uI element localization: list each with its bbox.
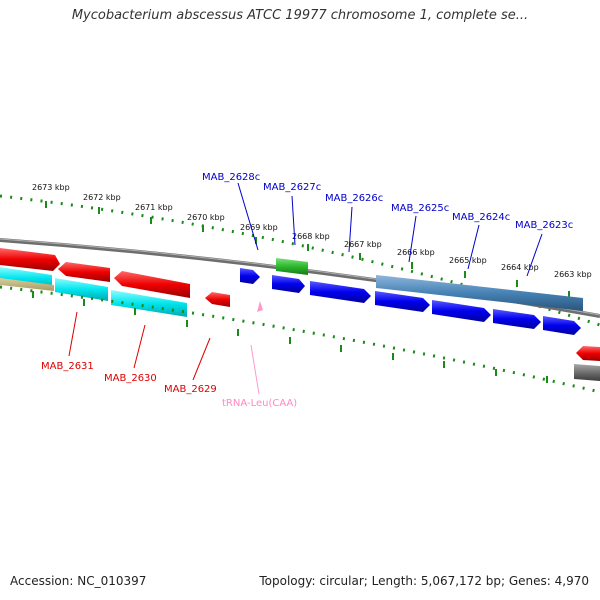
gene-arrow-blue[interactable] xyxy=(432,300,491,322)
label-leader xyxy=(192,337,211,381)
gene-arrow-blue[interactable] xyxy=(310,281,371,303)
accession-text: Accession: NC_010397 xyxy=(10,574,147,588)
gene-arrow-blue[interactable] xyxy=(375,291,430,312)
gene-label-mab-2625c[interactable]: MAB_2625c xyxy=(391,203,449,214)
reverse-labels: MAB_2628c MAB_2627c MAB_2626c MAB_2625c … xyxy=(202,172,573,277)
gene-arrow-red[interactable] xyxy=(114,271,190,298)
scale-label: 2670 kbp xyxy=(187,213,225,222)
trna-marker[interactable] xyxy=(257,301,263,312)
gene-label-mab-2626c[interactable]: MAB_2626c xyxy=(325,193,383,204)
rrna-features xyxy=(0,267,187,317)
label-leader xyxy=(408,215,417,263)
gene-label-mab-2623c[interactable]: MAB_2623c xyxy=(515,220,573,231)
map-title: Mycobacterium abscessus ATCC 19977 chrom… xyxy=(71,8,529,23)
trna-label[interactable]: tRNA-Leu(CAA) xyxy=(222,398,297,409)
scale-label: 2673 kbp xyxy=(32,183,70,192)
gene-label-mab-2627c[interactable]: MAB_2627c xyxy=(263,182,321,193)
rrna-block[interactable] xyxy=(111,290,187,317)
pseudogene-block[interactable] xyxy=(376,275,583,311)
gene-block-green[interactable] xyxy=(276,258,308,275)
scale-label: 2664 kbp xyxy=(501,263,539,272)
inner-scale-ticks xyxy=(0,285,600,394)
label-leader xyxy=(133,324,146,369)
scale-labels: 2673 kbp 2672 kbp 2671 kbp 2670 kbp 2669… xyxy=(32,183,592,279)
gene-label-mab-2631[interactable]: MAB_2631 xyxy=(41,361,94,372)
forward-labels: MAB_2631 MAB_2630 MAB_2629 xyxy=(41,311,217,395)
label-leader xyxy=(68,311,78,357)
topology-text: Topology: circular; Length: 5,067,172 bp… xyxy=(259,574,589,588)
label-leader xyxy=(291,195,296,246)
scale-label: 2667 kbp xyxy=(344,240,382,249)
gene-arrow-blue[interactable] xyxy=(493,309,541,329)
scale-label: 2666 kbp xyxy=(397,248,435,257)
scale-label: 2665 kbp xyxy=(449,256,487,265)
label-leader xyxy=(250,344,260,395)
gene-arrow-red[interactable] xyxy=(205,292,230,307)
reverse-strand-genes xyxy=(240,258,600,381)
gene-label-mab-2629[interactable]: MAB_2629 xyxy=(164,384,217,395)
gene-label-mab-2628c[interactable]: MAB_2628c xyxy=(202,172,260,183)
scale-label: 2663 kbp xyxy=(554,270,592,279)
gene-arrow-red[interactable] xyxy=(0,248,60,271)
forward-strand-genes xyxy=(0,248,600,361)
gene-arrow-blue[interactable] xyxy=(272,275,305,293)
gene-block-gray[interactable] xyxy=(574,364,600,381)
scale-label: 2669 kbp xyxy=(240,223,278,232)
gene-arrow-blue[interactable] xyxy=(543,316,581,335)
gene-arrow-red[interactable] xyxy=(576,346,600,361)
label-leader xyxy=(467,224,480,270)
gene-arrow-blue[interactable] xyxy=(240,268,260,284)
gene-label-mab-2624c[interactable]: MAB_2624c xyxy=(452,212,510,223)
scale-label: 2671 kbp xyxy=(135,203,173,212)
scale-label: 2672 kbp xyxy=(83,193,121,202)
gene-arrow-red[interactable] xyxy=(58,262,110,282)
scale-label: 2668 kbp xyxy=(292,232,330,241)
rrna-block[interactable] xyxy=(55,278,108,301)
label-leader xyxy=(237,182,259,251)
label-leader xyxy=(526,233,543,277)
label-leader xyxy=(348,206,353,253)
gene-label-mab-2630[interactable]: MAB_2630 xyxy=(104,373,157,384)
tan-block[interactable] xyxy=(0,278,54,291)
